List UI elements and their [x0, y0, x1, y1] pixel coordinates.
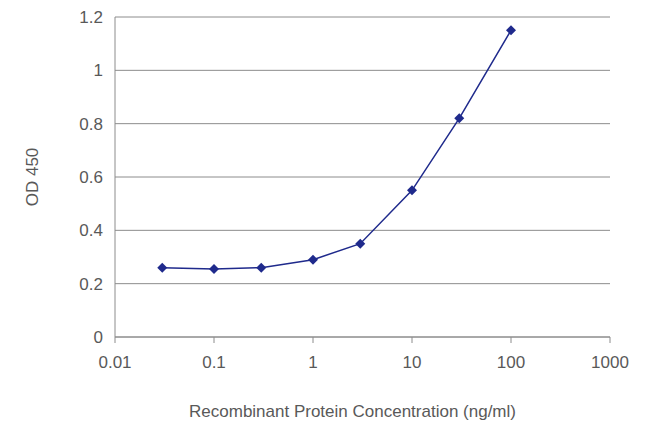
grid-line [115, 177, 610, 178]
x-axis [115, 337, 610, 338]
y-axis-label: OD 450 [23, 148, 42, 207]
chart-container: 0 0.2 0.4 0.6 0.8 1 1.2 0.01 0.1 1 10 100 1000 Recomb… [0, 0, 650, 433]
data-point [308, 255, 318, 265]
x-tick-label: 100 [497, 353, 525, 372]
x-tick [214, 337, 215, 343]
grid-line [115, 70, 610, 71]
grid-line [115, 123, 610, 124]
data-point [355, 239, 365, 249]
x-tick [313, 337, 314, 343]
y-axis [115, 17, 116, 337]
data-point [506, 25, 516, 35]
grid-line [115, 17, 610, 18]
y-tick-label: 1 [94, 61, 103, 80]
data-point [407, 185, 417, 195]
data-line [162, 30, 511, 269]
y-tick-label: 0.2 [79, 275, 103, 294]
grid-line [115, 230, 610, 231]
y-tick-label: 0.8 [79, 115, 103, 134]
x-tick [610, 337, 611, 343]
x-tick-label: 10 [403, 353, 422, 372]
plot-area [157, 25, 516, 274]
y-tick-label: 0.4 [79, 221, 103, 240]
x-tick-label: 1 [308, 353, 317, 372]
data-point [209, 264, 219, 274]
y-tick-label: 0 [94, 328, 103, 347]
y-tick-label: 1.2 [79, 8, 103, 27]
data-point [454, 113, 464, 123]
grid-line [115, 283, 610, 284]
data-point [256, 263, 266, 273]
x-tick-label: 0.01 [98, 353, 131, 372]
x-tick-label: 1000 [591, 353, 629, 372]
x-tick [511, 337, 512, 343]
x-tick [412, 337, 413, 343]
chart: 0 0.2 0.4 0.6 0.8 1 1.2 0.01 0.1 1 10 100 1000 Recomb… [0, 0, 650, 433]
x-tick-label: 0.1 [202, 353, 226, 372]
y-tick-label: 0.6 [79, 168, 103, 187]
x-tick [115, 337, 116, 343]
data-point [157, 263, 167, 273]
x-axis-label: Recombinant Protein Concentration (ng/ml… [189, 402, 516, 421]
grid-line [115, 337, 610, 338]
